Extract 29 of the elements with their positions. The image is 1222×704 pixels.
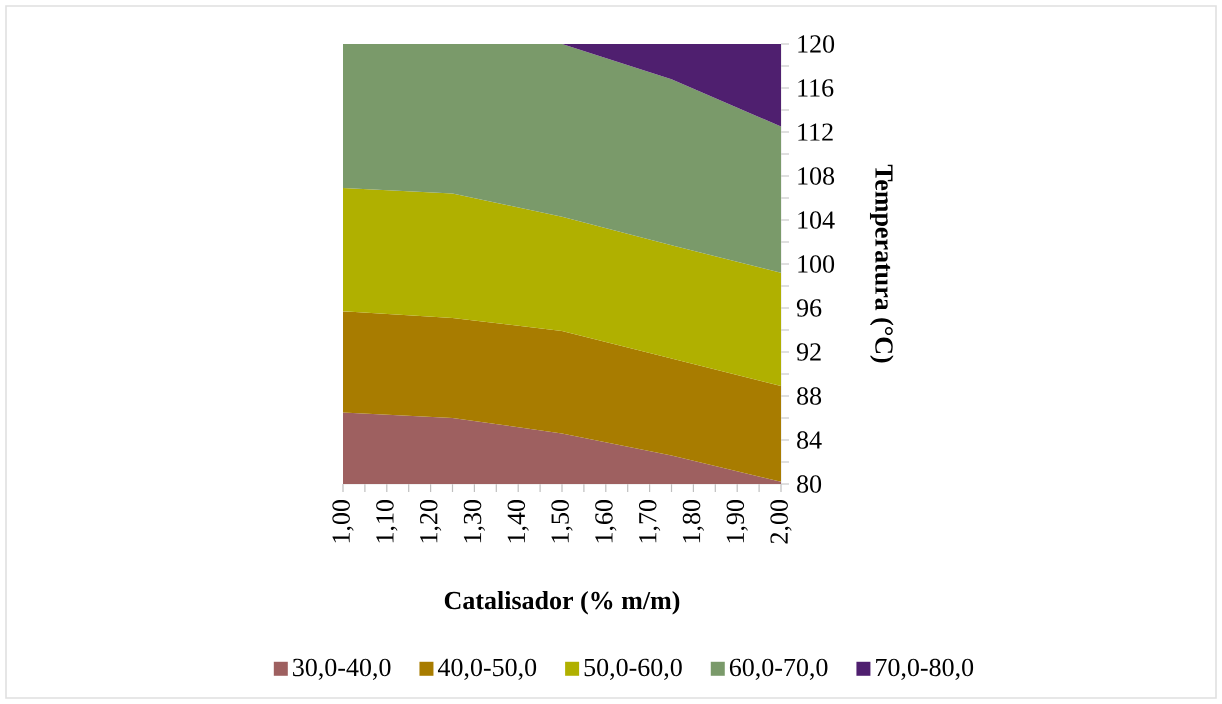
legend-label: 30,0-40,0 [293, 658, 391, 680]
x-tick-label: 1,60 [595, 500, 617, 543]
y-tick-label: 88 [797, 387, 822, 405]
legend-label: 50,0-60,0 [584, 658, 682, 680]
x-tick-label: 1,40 [507, 500, 529, 543]
y-tick-label: 80 [797, 475, 822, 493]
y-tick-label: 100 [798, 255, 835, 273]
legend-label: 70,0-80,0 [876, 658, 974, 680]
y-tick-label: 96 [796, 299, 822, 317]
x-axis-title: Catalisador (% m/m) [444, 591, 680, 615]
y-tick-label: 104 [798, 211, 835, 229]
y-tick-label: 84 [797, 431, 822, 449]
x-tick-label: 1,20 [419, 500, 442, 543]
x-tick-label: 1,90 [726, 500, 748, 543]
legend-label: 40,0-50,0 [437, 658, 537, 680]
x-tick-label: 2,00 [770, 500, 792, 544]
y-tick-label: 92 [796, 343, 821, 361]
x-tick-label: 1,10 [376, 500, 398, 543]
x-tick-label: 1,80 [682, 500, 705, 543]
y-tick-label: 112 [798, 123, 833, 141]
x-tick-label: 1,30 [463, 500, 486, 543]
legend-label: 60,0-70,0 [729, 658, 828, 680]
x-tick-label: 1,00 [332, 500, 354, 543]
x-tick-label: 1,50 [551, 500, 573, 543]
y-axis-title: Temperatura (°C) [869, 164, 894, 363]
y-tick-label: 108 [798, 167, 835, 185]
y-tick-label: 116 [798, 79, 834, 97]
x-tick-label: 1,70 [638, 500, 661, 543]
y-tick-label: 120 [798, 35, 835, 53]
